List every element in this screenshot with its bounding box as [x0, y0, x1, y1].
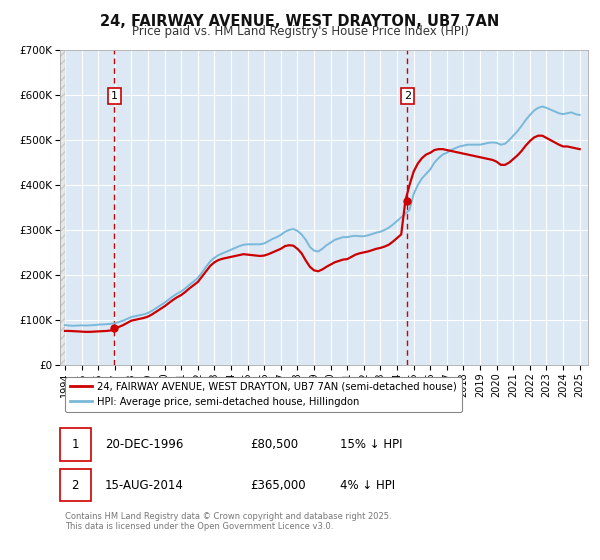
Text: Price paid vs. HM Land Registry's House Price Index (HPI): Price paid vs. HM Land Registry's House …: [131, 25, 469, 38]
Text: 24, FAIRWAY AVENUE, WEST DRAYTON, UB7 7AN: 24, FAIRWAY AVENUE, WEST DRAYTON, UB7 7A…: [100, 14, 500, 29]
FancyBboxPatch shape: [60, 469, 91, 501]
Text: 2: 2: [71, 479, 79, 492]
Text: 1: 1: [71, 438, 79, 451]
Text: 4% ↓ HPI: 4% ↓ HPI: [340, 479, 395, 492]
Legend: 24, FAIRWAY AVENUE, WEST DRAYTON, UB7 7AN (semi-detached house), HPI: Average pr: 24, FAIRWAY AVENUE, WEST DRAYTON, UB7 7A…: [65, 377, 462, 412]
Text: £80,500: £80,500: [250, 438, 298, 451]
Text: £365,000: £365,000: [250, 479, 306, 492]
Text: Contains HM Land Registry data © Crown copyright and database right 2025.
This d: Contains HM Land Registry data © Crown c…: [65, 512, 392, 531]
Text: 15-AUG-2014: 15-AUG-2014: [105, 479, 184, 492]
Text: 20-DEC-1996: 20-DEC-1996: [105, 438, 183, 451]
Text: 1: 1: [111, 91, 118, 101]
Text: 15% ↓ HPI: 15% ↓ HPI: [340, 438, 403, 451]
Text: 2: 2: [404, 91, 411, 101]
FancyBboxPatch shape: [60, 428, 91, 461]
